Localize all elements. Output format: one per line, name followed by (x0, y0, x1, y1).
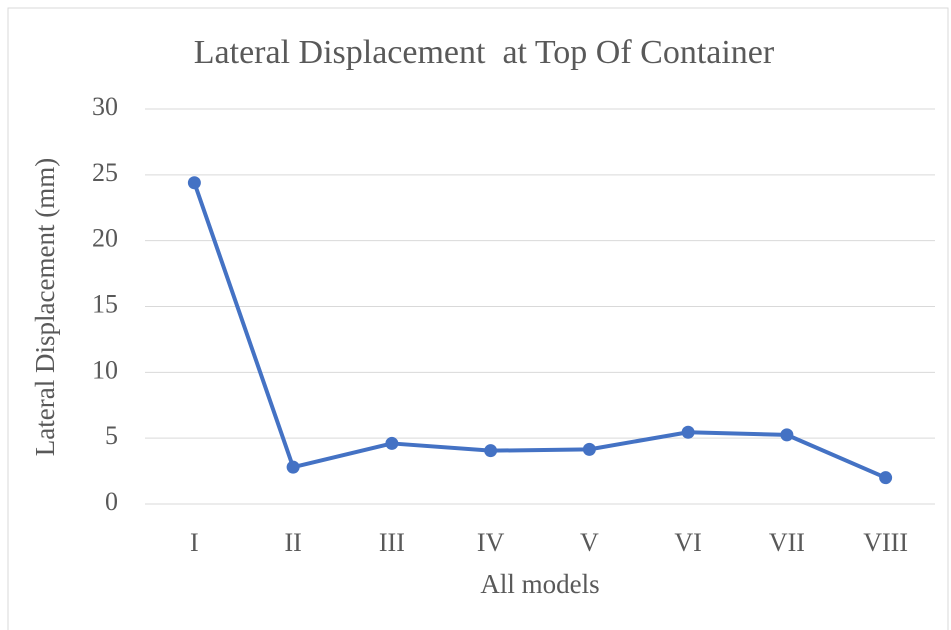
x-tick-label: VI (674, 528, 701, 557)
data-point (582, 442, 596, 456)
x-axis-label: All models (480, 569, 599, 599)
data-point (385, 436, 399, 450)
x-tick-label: IV (477, 528, 505, 557)
y-tick-label: 10 (92, 355, 118, 384)
x-tick-label: VIII (863, 528, 908, 557)
data-point (780, 428, 794, 442)
y-axis-label: Lateral Displacement (mm) (30, 158, 60, 456)
y-tick-label: 15 (92, 289, 118, 318)
data-point (681, 425, 695, 439)
y-tick-label: 5 (105, 421, 118, 450)
x-tick-label: V (580, 528, 599, 557)
y-tick-label: 0 (105, 487, 118, 516)
data-point (286, 460, 300, 474)
data-point (879, 471, 893, 485)
chart-frame (7, 7, 949, 630)
y-tick-label: 20 (92, 224, 118, 253)
data-line (192, 182, 887, 480)
y-tick-label: 30 (92, 92, 118, 121)
x-tick-label: II (284, 528, 301, 557)
x-tick-label: I (190, 528, 199, 557)
data-point (187, 176, 201, 190)
y-tick-label: 25 (92, 158, 118, 187)
data-point (484, 444, 498, 458)
x-tick-label: III (379, 528, 405, 557)
chart-title: Lateral Displacement at Top Of Container (194, 34, 775, 71)
x-tick-label: VII (769, 528, 805, 557)
